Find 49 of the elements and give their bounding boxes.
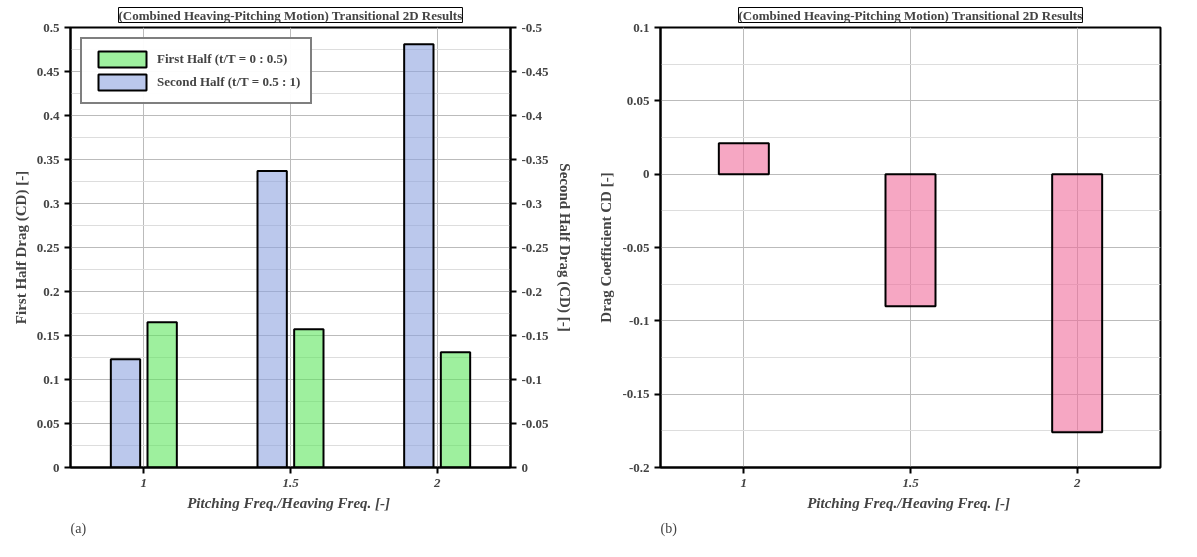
- x-tick-label: 1: [140, 474, 148, 490]
- y-tick-label: 0.1: [633, 19, 650, 35]
- y-tick-label: 0.05: [626, 92, 650, 108]
- y-tick-label: 0: [643, 166, 650, 182]
- y2-tick-label: -0.45: [521, 63, 550, 79]
- x-axis-title: Pitching Freq./Heaving Freq. [-]: [807, 494, 1011, 511]
- y-tick-label: -0.05: [622, 239, 650, 255]
- y2-tick-label: -0.5: [521, 19, 543, 35]
- y-tick-label: 0.4: [43, 107, 60, 123]
- y2-tick-label: -0.3: [521, 195, 543, 211]
- y2-tick-label: -0.4: [521, 107, 543, 123]
- bar: [146, 321, 178, 468]
- y-tick-label: 0.35: [36, 151, 60, 167]
- y2-tick-label: -0.35: [521, 151, 550, 167]
- y-tick-label: 0.1: [43, 371, 60, 387]
- y-tick-label: -0.15: [622, 386, 650, 402]
- bar: [439, 351, 472, 468]
- y-tick-label: 0.15: [36, 327, 60, 343]
- y-tick-label: 0.3: [43, 195, 60, 211]
- x-tick-label: 2: [432, 474, 441, 490]
- x-axis-title: Pitching Freq./Heaving Freq. [-]: [187, 494, 391, 511]
- chart-title: (Combined Heaving-Pitching Motion) Transitional 2D Results: [118, 7, 463, 23]
- legend-label: First Half (t/T = 0 : 0.5): [157, 51, 288, 67]
- y-tick-label: 0: [53, 459, 60, 475]
- x-tick-label: 1: [740, 474, 748, 490]
- y-tick-label: 0.05: [36, 415, 60, 431]
- y-tick-label: 0.2: [43, 283, 60, 299]
- y-tick-label: 0.45: [36, 63, 60, 79]
- y-tick-label: -0.1: [628, 312, 650, 328]
- text: (a): [70, 520, 87, 537]
- chart-title: (Combined Heaving-Pitching Motion) Transitional 2D Results: [738, 7, 1083, 23]
- y-tick-label: 0.5: [43, 19, 60, 35]
- y2-tick-label: -0.15: [521, 327, 550, 343]
- x-tick-label: 2: [1072, 474, 1081, 490]
- y2-tick-label: -0.25: [521, 239, 550, 255]
- x-tick-label: 1.5: [282, 474, 300, 490]
- y2-axis-title: Second Half Drag (CD) [-]: [555, 163, 573, 332]
- y-tick-label: -0.2: [628, 459, 650, 475]
- y2-tick-label: -0.2: [521, 283, 543, 299]
- bar: [293, 328, 325, 468]
- text: (b): [660, 520, 678, 537]
- y2-tick-label: -0.1: [521, 371, 543, 387]
- legend-label: Second Half (t/T = 0.5 : 1): [157, 74, 301, 90]
- y-tick-label: 0.25: [36, 239, 60, 255]
- y-axis-title: First Half Drag (CD) [-]: [12, 170, 30, 325]
- y2-tick-label: -0.05: [521, 415, 550, 431]
- y2-tick-label: 0: [521, 459, 528, 475]
- x-tick-label: 1.5: [902, 474, 920, 490]
- y-axis-title: Drag Coefficient CD [-]: [598, 172, 615, 323]
